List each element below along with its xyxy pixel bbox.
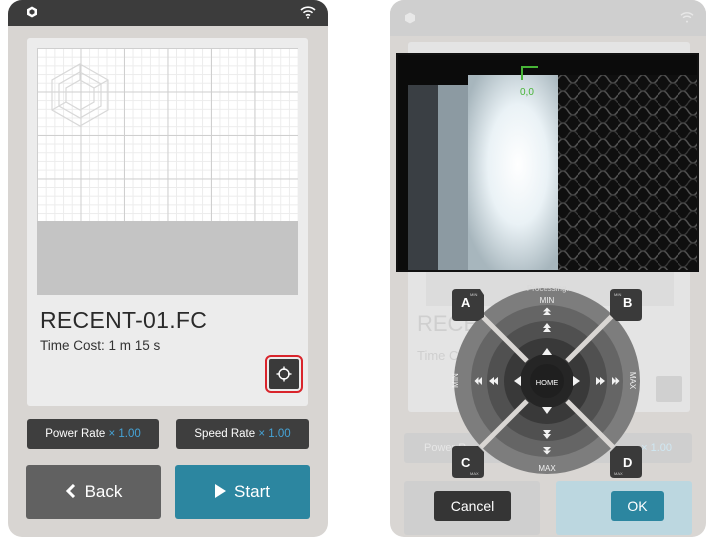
corner-d-shape	[610, 446, 642, 478]
arrow-up-large-icon[interactable]	[543, 311, 551, 315]
arrow-down-large-icon[interactable]	[543, 447, 551, 451]
home-label[interactable]: HOME	[535, 378, 559, 387]
camera-feed-image	[398, 55, 697, 270]
corner-c-button[interactable]: C MAX	[452, 446, 484, 478]
speed-rate-multiplier: × 1.00	[258, 428, 291, 440]
power-rate-multiplier: × 1.00	[108, 428, 141, 440]
corner-d-max-label: MAX	[614, 471, 623, 476]
jog-arrows	[474, 307, 620, 455]
job-card: RECENT-01.FC Time Cost: 1 m 15 s	[27, 38, 308, 406]
corner-c-shape	[452, 446, 484, 478]
laser-job-screen: RECENT-01.FC Time Cost: 1 m 15 s Power R…	[8, 0, 328, 537]
corner-a-shape	[452, 289, 484, 321]
arrow-down-small-icon[interactable]	[542, 407, 552, 414]
arrow-left-small-icon[interactable]	[514, 376, 521, 386]
background-time-cost: Time C	[417, 348, 459, 363]
job-preview	[37, 48, 298, 295]
arrow-left-large-icon[interactable]	[478, 377, 482, 385]
corner-b-button[interactable]: B MIN	[610, 289, 642, 321]
file-name: RECENT-01.FC	[40, 307, 208, 333]
start-label: Start	[234, 482, 270, 501]
corner-b-shape	[610, 289, 642, 321]
time-cost: Time Cost: 1 m 15 s	[40, 338, 161, 353]
arrow-right-medium-icon[interactable]	[596, 377, 601, 385]
corner-c-label: C	[461, 455, 471, 470]
wifi-icon	[680, 12, 694, 23]
corner-c-max-label: MAX	[470, 471, 479, 476]
jog-dial	[454, 288, 640, 474]
wifi-icon	[300, 6, 316, 19]
jog-top-label[interactable]: MIN	[539, 296, 555, 305]
arrow-up-medium-icon[interactable]	[543, 327, 551, 332]
camera-coordinate: 0,0	[520, 87, 534, 98]
back-button[interactable]: Back	[26, 465, 161, 519]
corner-a-button[interactable]: A MIN	[452, 289, 484, 321]
power-rate-label: Power Rate	[45, 428, 106, 440]
corner-b-min-label: MIN	[614, 292, 622, 297]
jog-bottom-label[interactable]: MAX	[538, 464, 556, 473]
camera-view: 0,0	[396, 53, 699, 272]
app-logo-icon	[27, 6, 37, 18]
corner-d-label: D	[623, 455, 633, 470]
frame-preview-button[interactable]	[265, 355, 303, 393]
ok-button[interactable]: OK	[611, 491, 664, 521]
corner-b-label: B	[623, 295, 633, 310]
corner-d-button[interactable]: D MAX	[610, 446, 642, 478]
status-bar	[390, 0, 706, 36]
cancel-button[interactable]: Cancel	[434, 491, 511, 521]
watermark-logo-icon	[51, 63, 109, 127]
status-bar	[8, 0, 328, 26]
background-target-button	[656, 376, 682, 402]
arrow-down-medium-icon[interactable]	[543, 430, 551, 435]
preview-grid	[37, 48, 298, 221]
home-button[interactable]	[530, 364, 564, 398]
arrow-right-large-icon[interactable]	[612, 377, 616, 385]
corner-a-min-label: MIN	[470, 292, 478, 297]
play-icon	[215, 484, 227, 498]
start-button[interactable]: Start	[175, 465, 310, 519]
power-rate-button[interactable]: Power Rate × 1.00	[27, 419, 159, 449]
chevron-left-icon	[65, 483, 75, 499]
app-logo-icon	[405, 12, 415, 24]
camera-jog-screen: RECE Time C Power R × 1.00	[390, 0, 706, 537]
speed-rate-label: Speed Rate	[194, 428, 256, 440]
arrow-left-medium-icon[interactable]	[493, 377, 498, 385]
speed-rate-button[interactable]: Speed Rate × 1.00	[176, 419, 309, 449]
arrow-right-small-icon[interactable]	[573, 376, 580, 386]
back-label: Back	[84, 482, 123, 501]
corner-a-label: A	[461, 295, 471, 310]
crosshair-icon	[276, 366, 292, 382]
processing-text: Processing...	[526, 284, 574, 293]
arrow-up-small-icon[interactable]	[542, 348, 552, 355]
